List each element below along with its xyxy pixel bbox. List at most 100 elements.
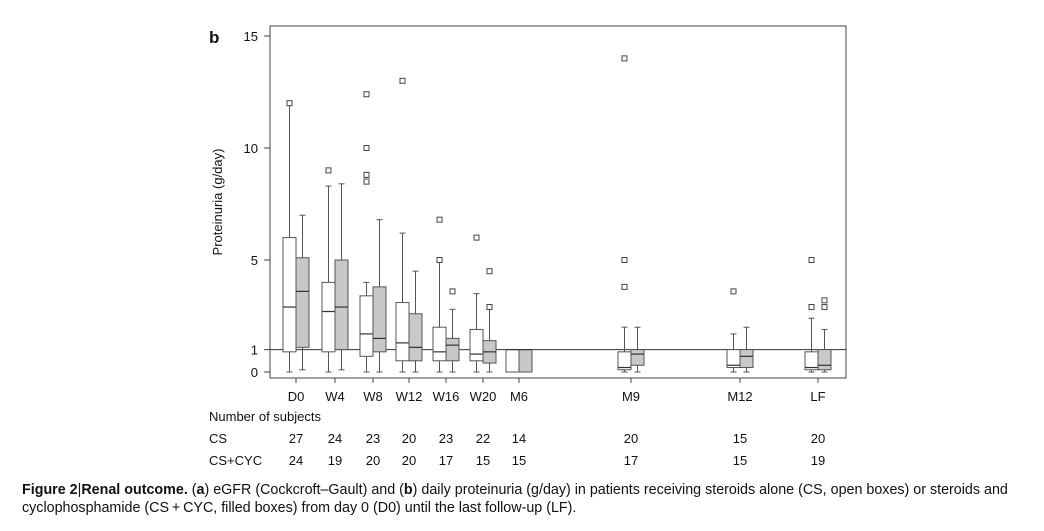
box-body: [334, 259, 349, 351]
x-tick-label: M12: [727, 389, 752, 404]
subjects-count: 27: [289, 431, 303, 446]
box-cs-cyc-d0: [295, 214, 310, 371]
outlier-point: [325, 167, 332, 174]
box-body: [518, 349, 533, 373]
x-tick-label: LF: [810, 389, 825, 404]
subjects-count: 19: [328, 453, 342, 468]
subjects-count: 24: [289, 453, 303, 468]
y-tick-label: 5: [251, 253, 258, 268]
subjects-count: 20: [366, 453, 380, 468]
outlier-point: [486, 268, 493, 275]
outlier-point: [363, 91, 370, 98]
box-cs-lf: [804, 257, 819, 373]
subjects-count: 20: [402, 453, 416, 468]
subjects-table: CS 27 24 23 20 23 22 14 20 15 20 CS+CYC 24 19 20 20 17 15…: [209, 431, 825, 468]
box-cs-cyc-lf: [817, 297, 832, 373]
subjects-count: 23: [366, 431, 380, 446]
outlier-point: [821, 304, 828, 311]
box-body: [282, 237, 297, 353]
outlier-point: [363, 171, 370, 178]
subjects-count: 17: [439, 453, 453, 468]
x-tick-label: W16: [433, 389, 460, 404]
box-cs-cyc-w8: [372, 219, 387, 373]
box-cs-m9: [617, 55, 632, 373]
x-tick-label: D0: [288, 389, 305, 404]
caption-figure-label: Figure 2: [22, 482, 78, 498]
subjects-count: 17: [624, 453, 638, 468]
x-tick-label: W12: [396, 389, 423, 404]
y-tick-label: 15: [244, 29, 258, 44]
box-cs-m6: [505, 349, 520, 373]
y-axis-label: Proteinuria (g/day): [210, 149, 225, 256]
subjects-header: Number of subjects: [209, 409, 321, 424]
box-cs-cyc-w20: [482, 268, 497, 373]
box-cs-w12: [395, 77, 410, 373]
y-tick-label: 1: [251, 343, 258, 358]
box-body: [408, 313, 423, 362]
box-body: [295, 257, 310, 348]
outlier-point: [821, 297, 828, 304]
outlier-point: [473, 234, 480, 241]
box-body: [445, 337, 460, 362]
box-cs-w4: [321, 167, 336, 373]
box-body: [432, 326, 447, 362]
box-body: [630, 349, 645, 366]
box-cs-w8: [359, 91, 374, 373]
box-body: [505, 349, 520, 373]
subjects-count: 15: [733, 453, 747, 468]
subjects-row-label: CS+CYC: [209, 453, 262, 468]
panel-label: b: [209, 28, 219, 47]
box-body: [372, 286, 387, 353]
outlier-point: [808, 257, 815, 263]
outlier-point: [486, 304, 493, 311]
subjects-count: 23: [439, 431, 453, 446]
box-cs-d0: [282, 100, 297, 373]
x-axis-ticks: D0 W4 W8 W12 W16 W20 M6 M9 M12 LF: [288, 378, 826, 404]
subjects-count: 14: [512, 431, 526, 446]
outlier-point: [621, 257, 628, 263]
box-cs-cyc-w4: [334, 183, 349, 371]
subjects-count: 15: [476, 453, 490, 468]
subjects-count: 15: [512, 453, 526, 468]
subjects-count: 20: [811, 431, 825, 446]
caption-text-2: ) eGFR (Cockcroft–Gault) and (: [204, 482, 404, 498]
outlier-point: [286, 100, 293, 107]
box-cs-cyc-w16: [445, 288, 460, 373]
caption-text-1: (: [187, 482, 197, 498]
caption-figure-title: Renal outcome.: [81, 482, 188, 498]
box-cs-m12: [726, 288, 741, 373]
plot-frame: [269, 25, 847, 379]
box-cs-cyc-m12: [739, 326, 754, 373]
outlier-point: [730, 288, 737, 295]
caption-panel-a: a: [196, 482, 205, 498]
y-tick-label: 0: [251, 365, 258, 380]
outlier-point: [436, 257, 443, 263]
outlier-point: [808, 304, 815, 311]
x-tick-label: M9: [622, 389, 640, 404]
box-cs-cyc-w12: [408, 270, 423, 373]
box-body: [469, 328, 484, 362]
subjects-row-label: CS: [209, 431, 227, 446]
box-cs-cyc-m6: [518, 349, 533, 373]
caption-panel-b: b: [403, 482, 413, 498]
outlier-point: [436, 216, 443, 223]
outlier-point: [449, 288, 456, 295]
box-body: [395, 302, 410, 362]
subjects-count: 22: [476, 431, 490, 446]
box-body: [359, 295, 374, 357]
x-tick-label: W4: [325, 389, 345, 404]
box-groups: [282, 55, 832, 373]
box-body: [817, 349, 832, 371]
box-cs-cyc-m9: [630, 326, 645, 373]
subjects-count: 20: [624, 431, 638, 446]
x-tick-label: M6: [510, 389, 528, 404]
outlier-point: [363, 145, 370, 151]
caption-text-3: ) daily proteinuria (g/day) in patients …: [22, 482, 1008, 516]
outlier-point: [399, 77, 406, 84]
box-body: [739, 349, 754, 369]
subjects-count: 20: [402, 431, 416, 446]
outlier-point: [363, 178, 370, 185]
box-cs-w20: [469, 234, 484, 373]
figure-caption: Figure 2|Renal outcome. (a) eGFR (Cockcr…: [22, 481, 1022, 517]
